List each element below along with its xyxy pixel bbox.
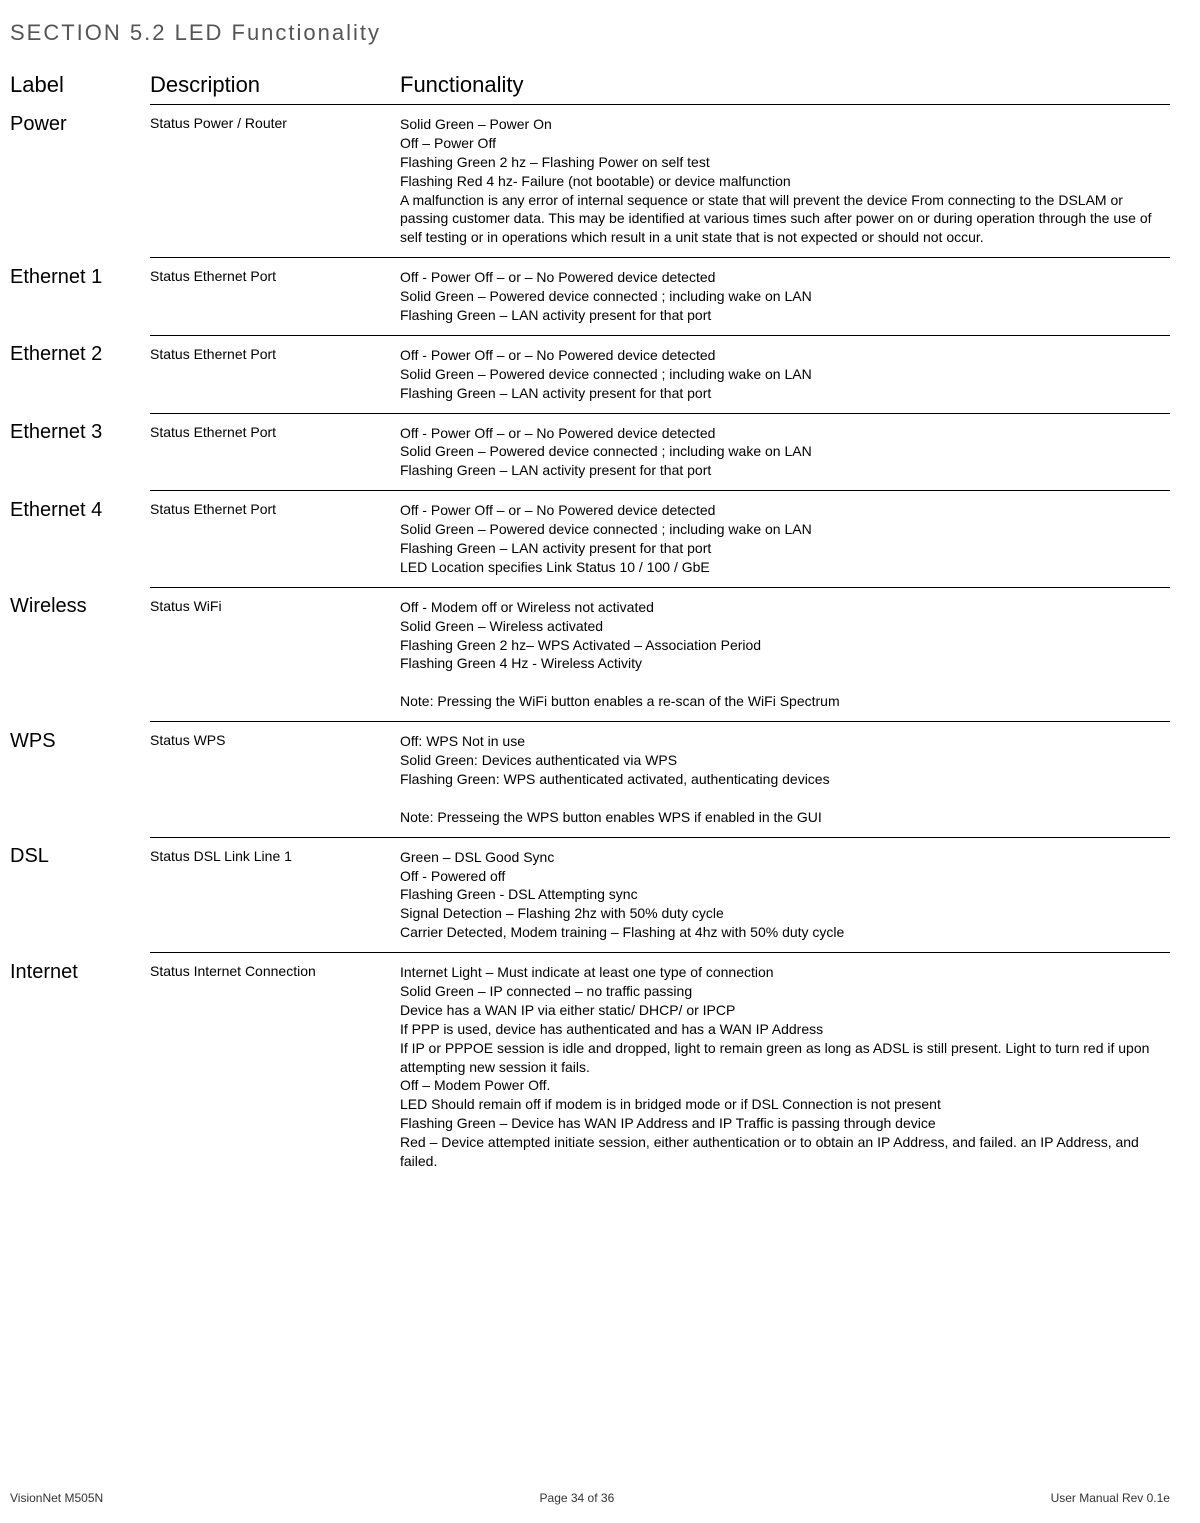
table-row: Ethernet 1Status Ethernet PortOff - Powe…	[10, 258, 1170, 336]
header-label: Label	[10, 66, 150, 105]
row-label: Wireless	[10, 587, 150, 721]
row-description: Status Ethernet Port	[150, 335, 400, 413]
led-table: Label Description Functionality PowerSta…	[10, 66, 1170, 1181]
table-body: PowerStatus Power / RouterSolid Green – …	[10, 105, 1170, 1181]
row-description: Status Power / Router	[150, 105, 400, 258]
row-label: Internet	[10, 953, 150, 1181]
row-functionality: Off: WPS Not in use Solid Green: Devices…	[400, 722, 1170, 837]
row-functionality: Off - Power Off – or – No Powered device…	[400, 413, 1170, 491]
row-label: DSL	[10, 837, 150, 952]
footer-left: VisionNet M505N	[10, 1491, 103, 1505]
table-row: WirelessStatus WiFiOff - Modem off or Wi…	[10, 587, 1170, 721]
table-row: Ethernet 4Status Ethernet PortOff - Powe…	[10, 491, 1170, 588]
footer-right: User Manual Rev 0.1e	[1051, 1491, 1170, 1505]
header-description: Description	[150, 66, 400, 105]
section-title: SECTION 5.2 LED Functionality	[10, 20, 1170, 46]
header-functionality: Functionality	[400, 66, 1170, 105]
row-label: Ethernet 2	[10, 335, 150, 413]
table-row: Ethernet 3Status Ethernet PortOff - Powe…	[10, 413, 1170, 491]
table-row: DSLStatus DSL Link Line 1Green – DSL Goo…	[10, 837, 1170, 952]
table-row: Ethernet 2Status Ethernet PortOff - Powe…	[10, 335, 1170, 413]
row-label: Ethernet 1	[10, 258, 150, 336]
row-description: Status Ethernet Port	[150, 491, 400, 588]
footer: VisionNet M505N Page 34 of 36 User Manua…	[10, 1491, 1170, 1505]
row-label: Ethernet 3	[10, 413, 150, 491]
table-row: PowerStatus Power / RouterSolid Green – …	[10, 105, 1170, 258]
footer-center: Page 34 of 36	[540, 1491, 615, 1505]
row-label: Power	[10, 105, 150, 258]
table-header-row: Label Description Functionality	[10, 66, 1170, 105]
row-functionality: Off - Power Off – or – No Powered device…	[400, 491, 1170, 588]
table-row: WPSStatus WPSOff: WPS Not in use Solid G…	[10, 722, 1170, 837]
row-functionality: Green – DSL Good Sync Off - Powered off …	[400, 837, 1170, 952]
row-description: Status DSL Link Line 1	[150, 837, 400, 952]
row-functionality: Off - Power Off – or – No Powered device…	[400, 335, 1170, 413]
row-label: Ethernet 4	[10, 491, 150, 588]
row-functionality: Internet Light – Must indicate at least …	[400, 953, 1170, 1181]
row-description: Status Internet Connection	[150, 953, 400, 1181]
row-label: WPS	[10, 722, 150, 837]
row-description: Status WPS	[150, 722, 400, 837]
row-functionality: Off - Modem off or Wireless not activate…	[400, 587, 1170, 721]
row-functionality: Off - Power Off – or – No Powered device…	[400, 258, 1170, 336]
page: SECTION 5.2 LED Functionality Label Desc…	[0, 0, 1200, 1523]
row-description: Status Ethernet Port	[150, 413, 400, 491]
table-row: InternetStatus Internet ConnectionIntern…	[10, 953, 1170, 1181]
row-description: Status Ethernet Port	[150, 258, 400, 336]
row-description: Status WiFi	[150, 587, 400, 721]
row-functionality: Solid Green – Power On Off – Power Off F…	[400, 105, 1170, 258]
